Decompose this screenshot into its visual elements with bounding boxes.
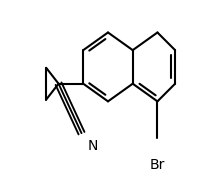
Text: Br: Br (150, 158, 165, 172)
Text: N: N (88, 139, 98, 153)
